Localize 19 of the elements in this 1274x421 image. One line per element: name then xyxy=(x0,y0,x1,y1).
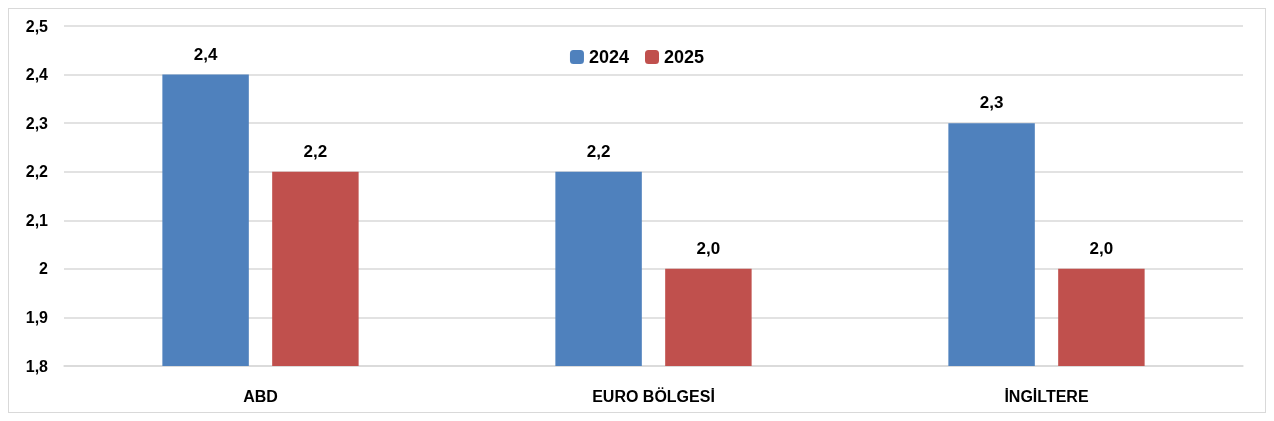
y-tick-label: 2,3 xyxy=(25,114,49,132)
y-tick-label: 2,2 xyxy=(25,163,49,181)
y-tick-label: 2,5 xyxy=(25,17,49,35)
data-label: 2,4 xyxy=(193,44,218,64)
y-tick-label: 1,8 xyxy=(25,357,49,375)
data-label: 2,2 xyxy=(586,141,611,161)
data-label: 2,2 xyxy=(303,141,328,161)
legend-label: 2024 xyxy=(588,47,629,67)
x-tick-label: EURO BÖLGESİ xyxy=(592,386,715,405)
data-label: 2,3 xyxy=(979,93,1004,113)
y-tick-label: 2 xyxy=(39,260,49,278)
y-tick-label: 1,9 xyxy=(25,308,49,326)
x-tick-label: İNGİLTERE xyxy=(1004,387,1089,405)
data-label: 2,0 xyxy=(696,238,721,258)
data-label: 2,0 xyxy=(1089,238,1114,258)
x-tick-label: ABD xyxy=(243,387,278,405)
legend-label: 2025 xyxy=(664,47,705,67)
y-tick-label: 2,4 xyxy=(25,66,49,84)
y-tick-label: 2,1 xyxy=(25,211,49,229)
